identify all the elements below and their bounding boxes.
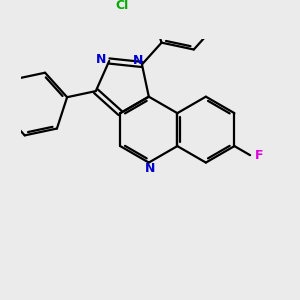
Text: N: N — [95, 53, 106, 66]
Text: N: N — [133, 54, 143, 67]
Text: F: F — [255, 149, 264, 162]
Text: Cl: Cl — [116, 0, 129, 12]
Text: N: N — [145, 162, 155, 176]
